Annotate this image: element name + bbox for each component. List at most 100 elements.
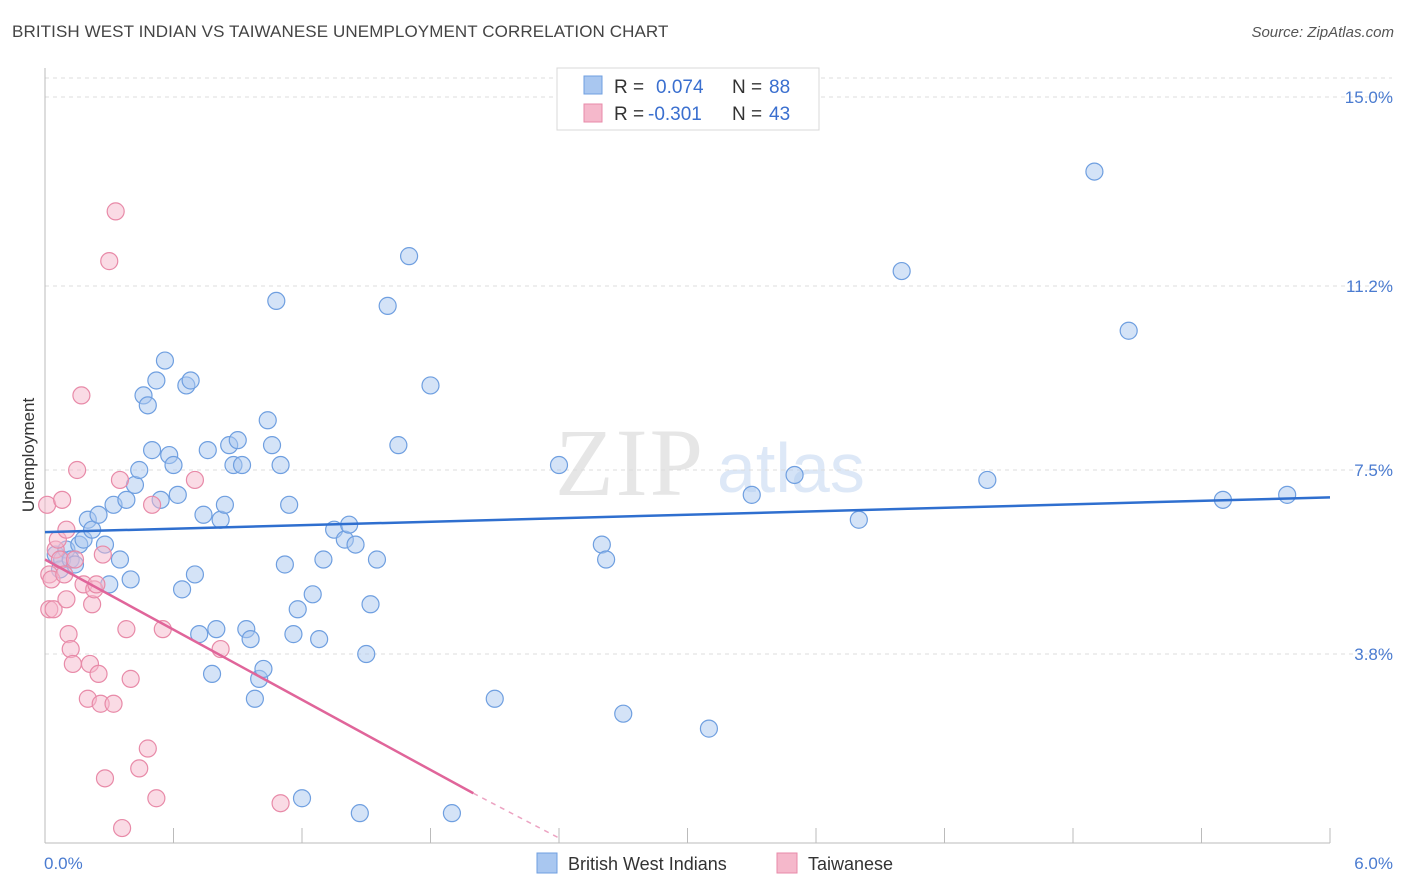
- british-west-indians-point: [267, 291, 286, 311]
- legend-swatch-pink: [583, 103, 603, 123]
- trend-line-taiwanese-extension: [472, 792, 560, 839]
- series-legend-swatch-pink: [776, 852, 798, 874]
- trend-line-british-west-indians: [44, 496, 1331, 534]
- y-tick-label: 3.8%: [1354, 645, 1393, 664]
- british-west-indians-point: [361, 595, 380, 614]
- british-west-indians-point: [155, 351, 175, 370]
- british-west-indians-point: [367, 550, 387, 569]
- correlation-legend: R = 0.074 N = 88 R = -0.301 N = 43: [556, 67, 820, 131]
- british-west-indians-point: [207, 620, 226, 639]
- taiwanese-point: [72, 386, 91, 405]
- taiwanese-point: [57, 520, 76, 539]
- british-west-indians-point: [292, 789, 312, 808]
- british-west-indians-point: [310, 629, 329, 649]
- series-legend: British West Indians Taiwanese: [536, 852, 893, 874]
- british-west-indians-point: [549, 455, 569, 475]
- british-west-indians-point: [211, 510, 230, 529]
- taiwanese-point: [65, 550, 85, 569]
- british-west-indians-point: [1085, 162, 1104, 181]
- taiwanese-point: [271, 794, 290, 813]
- british-west-indians-point: [241, 629, 260, 649]
- british-west-indians-point: [485, 689, 504, 708]
- series-taiwanese: [38, 202, 290, 838]
- legend-n-value-1: 88: [769, 77, 790, 98]
- british-west-indians-point: [303, 585, 322, 604]
- british-west-indians-point: [232, 455, 252, 475]
- taiwanese-point: [93, 545, 112, 564]
- british-west-indians-point: [262, 436, 282, 455]
- taiwanese-point: [53, 490, 72, 509]
- british-west-indians-point: [592, 535, 611, 554]
- british-west-indians-point: [314, 550, 333, 569]
- legend-r-value-1: 0.074: [656, 77, 704, 98]
- british-west-indians-point: [288, 600, 307, 619]
- british-west-indians-point: [597, 550, 616, 569]
- taiwanese-point: [61, 639, 80, 659]
- series-legend-label-blue: British West Indians: [568, 854, 727, 874]
- series-british-west-indians: [46, 162, 1297, 823]
- y-tick-label: 7.5%: [1354, 461, 1393, 480]
- trend-lines: [44, 496, 1331, 839]
- british-west-indians-point: [346, 535, 365, 554]
- british-west-indians-point: [121, 570, 140, 589]
- british-west-indians-point: [245, 689, 264, 708]
- british-west-indians-point: [849, 510, 868, 529]
- taiwanese-point: [95, 769, 115, 788]
- taiwanese-point: [142, 495, 162, 514]
- british-west-indians-point: [202, 664, 222, 684]
- x-tick-label-min: 0.0%: [44, 854, 83, 873]
- taiwanese-point: [110, 470, 130, 490]
- british-west-indians-point: [164, 455, 183, 475]
- legend-n-label-2: N =: [732, 104, 762, 125]
- british-west-indians-point: [117, 490, 136, 509]
- legend-n-label-1: N =: [732, 77, 762, 98]
- british-west-indians-point: [350, 804, 369, 823]
- taiwanese-point: [59, 625, 78, 644]
- y-tick-label: 11.2%: [1346, 277, 1393, 296]
- british-west-indians-point: [168, 485, 187, 504]
- british-west-indians-point: [194, 505, 213, 524]
- british-west-indians-point: [378, 296, 397, 315]
- y-axis-label: Unemployment: [19, 398, 38, 513]
- british-west-indians-point: [228, 431, 247, 450]
- british-west-indians-point: [271, 455, 290, 475]
- british-west-indians-point: [421, 376, 440, 395]
- taiwanese-point: [100, 252, 119, 271]
- legend-n-value-2: 43: [769, 104, 790, 125]
- british-west-indians-point: [147, 371, 166, 390]
- british-west-indians-point: [357, 644, 376, 664]
- british-west-indians-point: [185, 565, 205, 584]
- legend-r-label-2: R =: [614, 104, 644, 125]
- british-west-indians-point: [399, 247, 419, 266]
- british-west-indians-point: [742, 485, 761, 504]
- legend-r-label-1: R =: [614, 77, 644, 98]
- chart-title: BRITISH WEST INDIAN VS TAIWANESE UNEMPLO…: [12, 22, 669, 41]
- x-tick-label-max: 6.0%: [1354, 854, 1393, 873]
- british-west-indians-point: [89, 505, 108, 524]
- series-legend-label-pink: Taiwanese: [808, 854, 893, 874]
- legend-swatch-blue: [583, 75, 603, 95]
- taiwanese-point: [121, 669, 140, 688]
- y-tick-labels: 3.8% 7.5% 11.2% 15.0%: [1345, 88, 1393, 664]
- taiwanese-point: [130, 759, 149, 778]
- source-label: Source: ZipAtlas.com: [1251, 24, 1394, 41]
- british-west-indians-point: [138, 396, 157, 415]
- british-west-indians-point: [614, 704, 633, 723]
- taiwanese-point: [106, 202, 125, 221]
- british-west-indians-point: [258, 411, 277, 430]
- british-west-indians-point: [142, 441, 162, 460]
- british-west-indians-point: [172, 580, 192, 599]
- taiwanese-point: [117, 620, 136, 639]
- watermark-zip: ZIP: [555, 409, 705, 516]
- british-west-indians-point: [284, 625, 303, 644]
- british-west-indians-point: [442, 804, 462, 823]
- british-west-indians-point: [110, 550, 130, 569]
- british-west-indians-point: [280, 495, 299, 514]
- x-ticks: [44, 828, 1331, 843]
- british-west-indians-point: [389, 436, 408, 455]
- british-west-indians-point: [785, 465, 804, 485]
- taiwanese-point: [138, 739, 157, 758]
- taiwanese-point: [89, 664, 108, 684]
- taiwanese-point: [104, 694, 123, 713]
